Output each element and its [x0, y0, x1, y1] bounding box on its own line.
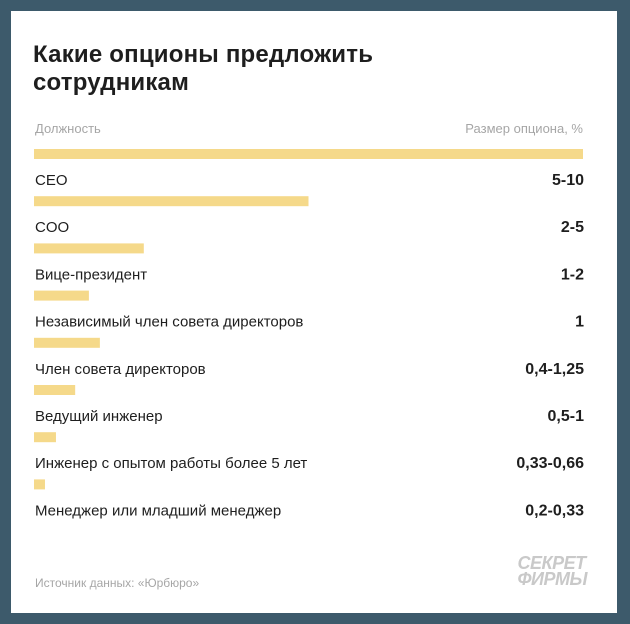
category-label-2: COO	[35, 219, 69, 236]
value-label-2: 2-5	[561, 219, 584, 236]
value-label-4: 1	[575, 314, 584, 331]
category-label-4: Независимый член совета директоров	[35, 314, 303, 331]
value-label-8: 0,2-0,33	[525, 502, 584, 519]
logo-line-1: СЕКРЕТ	[517, 553, 587, 573]
logo-line-2: ФИРМЫ	[517, 569, 588, 589]
infographic-card: Какие опционы предложить сотрудникам Дол…	[11, 11, 617, 613]
publisher-logo: СЕКРЕТ ФИРМЫ	[517, 553, 588, 589]
category-label-6: Ведущий инженер	[35, 408, 163, 425]
value-label-1: 5-10	[552, 172, 584, 189]
category-label-5: Член совета директоров	[35, 361, 206, 378]
bar-2	[34, 196, 309, 207]
column-header-position: Должность	[35, 121, 101, 136]
value-label-3: 1-2	[561, 266, 584, 283]
bar-3	[34, 243, 144, 254]
column-header-option-size: Размер опциона, %	[465, 121, 583, 136]
bar-4	[34, 290, 89, 301]
category-label-1: CEO	[35, 172, 68, 189]
bar-8	[34, 479, 45, 490]
category-label-8: Менеджер или младший менеджер	[35, 502, 281, 519]
value-label-6: 0,5-1	[548, 408, 585, 425]
value-label-7: 0,33-0,66	[516, 455, 584, 472]
bar-chart: CEO 5-10 COO 2-5 Вице-президент 1-2 Независимы…	[34, 149, 585, 519]
category-label-7: Инженер с опытом работы более 5 лет	[35, 455, 307, 472]
bar-1	[34, 149, 583, 159]
source-note: Источник данных: «Юрбюро»	[35, 576, 200, 590]
bar-5	[34, 337, 100, 348]
chart-title: Какие опционы предложить сотрудникам	[33, 41, 374, 96]
category-label-3: Вице-президент	[35, 266, 147, 283]
bar-6	[34, 385, 76, 395]
value-label-5: 0,4-1,25	[525, 361, 584, 378]
bar-7	[34, 432, 56, 443]
